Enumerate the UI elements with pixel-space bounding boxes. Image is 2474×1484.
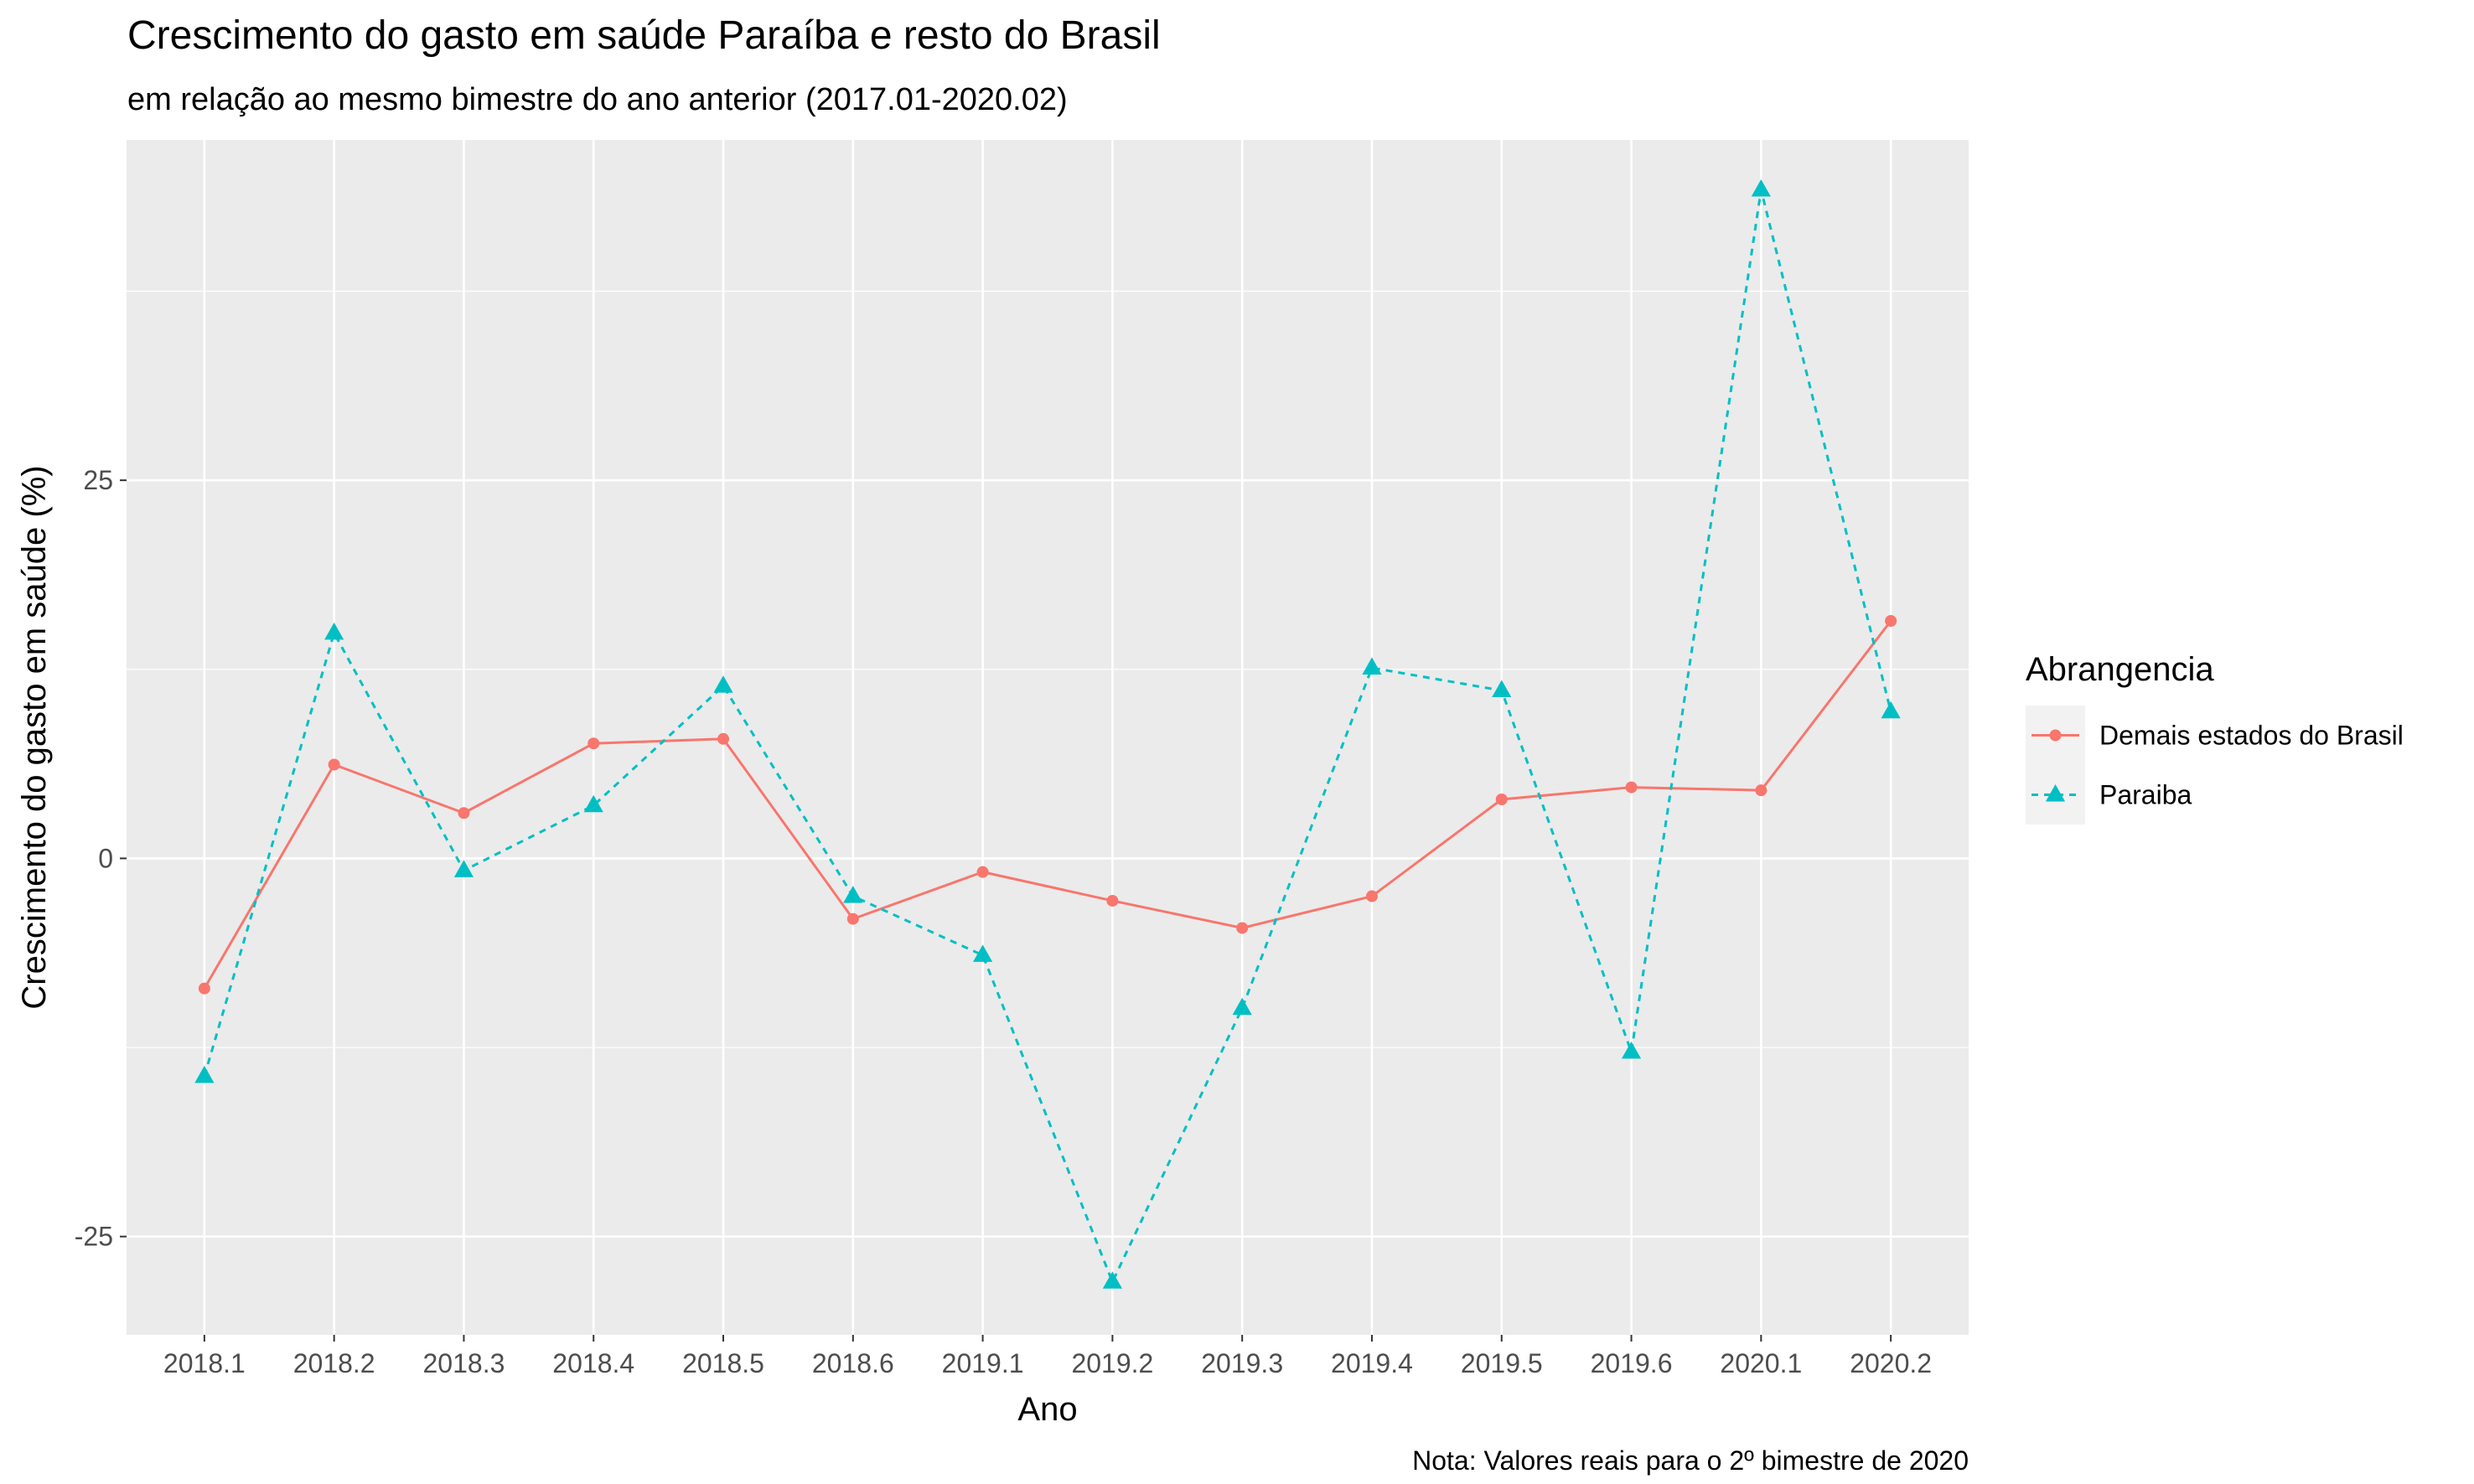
- data-point: [194, 1065, 215, 1083]
- legend-label: Paraiba: [2099, 780, 2192, 810]
- x-tick-label: 2018.2: [293, 1348, 375, 1378]
- data-point: [1495, 794, 1508, 806]
- x-tick-label: 2018.6: [812, 1348, 894, 1378]
- data-point: [1755, 784, 1768, 797]
- chart-subtitle: em relação ao mesmo bimestre do ano ante…: [127, 82, 1068, 117]
- series-layer: [194, 179, 1901, 1289]
- data-point: [1621, 1041, 1642, 1059]
- x-tick-label: 2018.5: [682, 1348, 764, 1378]
- y-tick-label: -25: [75, 1222, 113, 1252]
- data-point: [1365, 890, 1378, 902]
- x-tick-label: 2019.4: [1331, 1348, 1413, 1378]
- x-tick-label: 2019.1: [942, 1348, 1024, 1378]
- legend-marker: [2049, 729, 2062, 742]
- x-tick-label: 2019.6: [1591, 1348, 1673, 1378]
- data-point: [973, 944, 993, 962]
- data-point: [976, 866, 989, 878]
- data-point: [1236, 922, 1249, 934]
- x-tick-label: 2020.1: [1720, 1348, 1802, 1378]
- data-point: [198, 982, 210, 995]
- data-point: [1751, 179, 1771, 197]
- data-point: [583, 794, 603, 813]
- series-line: [203, 620, 1892, 990]
- data-point: [713, 675, 733, 693]
- x-tick-label: 2019.3: [1201, 1348, 1283, 1378]
- data-point: [1106, 894, 1119, 907]
- legend-marker: [2045, 783, 2066, 802]
- x-axis-label: Ano: [1017, 1391, 1077, 1428]
- chart-title: Crescimento do gasto em saúde Paraíba e …: [127, 13, 1161, 58]
- x-tick-label: 2018.4: [552, 1348, 634, 1378]
- data-point: [587, 737, 600, 750]
- series-line: [203, 189, 1892, 1284]
- series-0: [198, 615, 1897, 995]
- legend-title: Abrangencia: [2026, 651, 2214, 688]
- x-tick-label: 2018.1: [163, 1348, 246, 1378]
- plot-panel: [127, 140, 1969, 1335]
- legend-label: Demais estados do Brasil: [2099, 721, 2404, 751]
- data-point: [1102, 1271, 1122, 1289]
- y-tick-labels: -25 0 25: [75, 465, 113, 1252]
- data-point: [1232, 997, 1252, 1016]
- data-point: [1362, 657, 1382, 675]
- data-point: [846, 913, 859, 925]
- x-tick-label: 2020.2: [1850, 1348, 1932, 1378]
- x-tick-label: 2018.3: [423, 1348, 505, 1378]
- y-tick-label: 0: [98, 843, 113, 873]
- data-point: [1625, 781, 1638, 794]
- data-point: [324, 622, 344, 640]
- data-point: [1492, 680, 1512, 698]
- series-1: [194, 179, 1901, 1289]
- data-point: [717, 732, 730, 745]
- x-tick-label: 2019.2: [1071, 1348, 1153, 1378]
- legend-item: Paraiba: [2026, 765, 2192, 825]
- legend-item: Demais estados do Brasil: [2026, 706, 2404, 765]
- data-point: [1881, 701, 1901, 719]
- grid-minor: [127, 290, 1969, 1048]
- data-point: [458, 807, 470, 820]
- legend-items: Demais estados do Brasil Paraiba: [2026, 706, 2404, 825]
- y-axis-label: Crescimento do gasto em saúde (%): [16, 465, 53, 1009]
- chart-caption: Nota: Valores reais para o 2º bimestre d…: [1412, 1445, 1969, 1476]
- data-point: [453, 860, 474, 877]
- data-point: [1885, 615, 1897, 628]
- x-tick-label: 2019.5: [1461, 1348, 1543, 1378]
- legend: Abrangencia Demais estados do Brasil Para…: [2026, 651, 2404, 825]
- data-point: [843, 885, 863, 903]
- x-tick-labels: 2018.1 2018.2 2018.3 2018.4 2018.5 2018.6 2019…: [163, 1348, 1932, 1378]
- data-point: [328, 758, 340, 771]
- axis-ticks: [120, 479, 1892, 1342]
- y-tick-label: 25: [83, 465, 113, 495]
